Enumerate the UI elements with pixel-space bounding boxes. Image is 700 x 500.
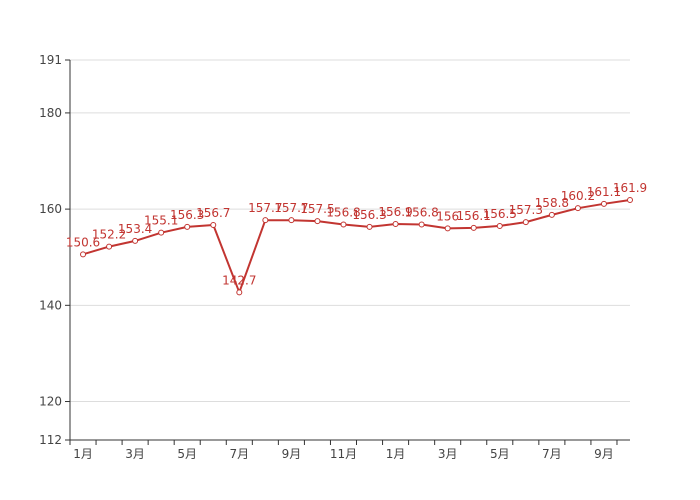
series-line (80, 196, 633, 296)
data-label: 156.3 (170, 208, 204, 222)
y-tick-label: 180 (39, 106, 62, 120)
data-point (236, 289, 243, 296)
data-label: 156 (436, 209, 459, 223)
data-point (132, 237, 139, 244)
data-label: 161.9 (613, 181, 647, 195)
x-tick-label: 5月 (177, 447, 197, 461)
data-label: 152.2 (92, 228, 126, 242)
x-tick-label: 11月 (330, 447, 357, 461)
data-point (262, 217, 269, 224)
data-label: 156.8 (404, 206, 438, 220)
x-tick-label: 5月 (490, 447, 510, 461)
y-tick-label: 112 (39, 433, 62, 447)
data-point (314, 218, 321, 225)
data-point (496, 222, 503, 229)
data-point (184, 223, 191, 230)
data-label: 142.7 (222, 273, 256, 287)
data-point (392, 221, 399, 228)
data-point (418, 221, 425, 228)
y-tick-label: 120 (39, 395, 62, 409)
data-label: 156.1 (457, 209, 491, 223)
data-label: 156.5 (483, 207, 517, 221)
axes: 112 120 140 160 180 191 1月 3月 5月 7月 9月 11月 1月 3月 5月 7月 9… (39, 53, 630, 461)
data-point (106, 243, 113, 250)
data-point (444, 225, 451, 232)
data-point (548, 211, 555, 218)
data-point (210, 221, 217, 228)
x-tick-label: 7月 (542, 447, 562, 461)
y-tick-label: 140 (39, 298, 62, 312)
data-label: 156.7 (196, 206, 230, 220)
y-tick-label: 191 (39, 53, 62, 67)
data-label: 156.8 (326, 206, 360, 220)
x-tick-label: 1月 (386, 447, 406, 461)
x-tick-label: 3月 (438, 447, 458, 461)
data-point (470, 224, 477, 231)
data-point (288, 217, 295, 224)
data-label: 150.6 (66, 235, 100, 249)
data-point (574, 205, 581, 212)
data-label: 157.3 (509, 203, 543, 217)
data-point (627, 196, 633, 203)
series-polyline (82, 199, 631, 294)
data-label: 161.1 (587, 185, 621, 199)
x-tick-label: 9月 (282, 447, 302, 461)
data-label: 158.8 (535, 196, 569, 210)
y-tick-label: 160 (39, 202, 62, 216)
data-label: 160.2 (561, 189, 595, 203)
data-labels: 150.6152.2153.4155.1156.3156.7142.7157.7… (66, 181, 647, 287)
data-label: 157.7 (274, 201, 308, 215)
data-label: 155.1 (144, 214, 178, 228)
data-point (80, 251, 87, 258)
data-point (366, 223, 373, 230)
x-tick-label: 1月 (73, 447, 93, 461)
data-point (522, 219, 529, 226)
data-label: 157.7 (248, 201, 282, 215)
data-label: 156.9 (378, 205, 412, 219)
x-tick-label: 3月 (125, 447, 145, 461)
x-tick-label: 9月 (594, 447, 614, 461)
data-label: 156.3 (352, 208, 386, 222)
data-label: 153.4 (118, 222, 152, 236)
data-point (340, 221, 347, 228)
data-point (158, 229, 165, 236)
data-point (600, 200, 607, 207)
grid (70, 59, 630, 403)
data-label: 157.5 (300, 202, 334, 216)
x-tick-label: 7月 (229, 447, 249, 461)
